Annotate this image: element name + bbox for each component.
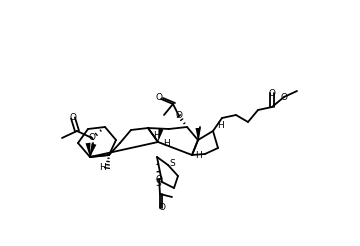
Polygon shape bbox=[86, 143, 90, 157]
Text: H: H bbox=[163, 139, 169, 149]
Text: O: O bbox=[156, 174, 162, 184]
Text: H: H bbox=[217, 122, 223, 130]
Text: H: H bbox=[195, 151, 202, 159]
Text: O: O bbox=[89, 134, 95, 142]
Text: O: O bbox=[176, 111, 183, 121]
Text: O: O bbox=[69, 113, 76, 123]
Polygon shape bbox=[90, 143, 96, 157]
Polygon shape bbox=[195, 128, 201, 140]
Text: O: O bbox=[158, 203, 166, 213]
Text: O: O bbox=[269, 89, 275, 97]
Text: S: S bbox=[155, 179, 161, 187]
Polygon shape bbox=[158, 128, 163, 142]
Text: O: O bbox=[280, 92, 288, 102]
Text: H: H bbox=[99, 164, 105, 172]
Text: O: O bbox=[156, 93, 162, 103]
Text: H: H bbox=[153, 132, 160, 140]
Text: S: S bbox=[169, 159, 175, 169]
